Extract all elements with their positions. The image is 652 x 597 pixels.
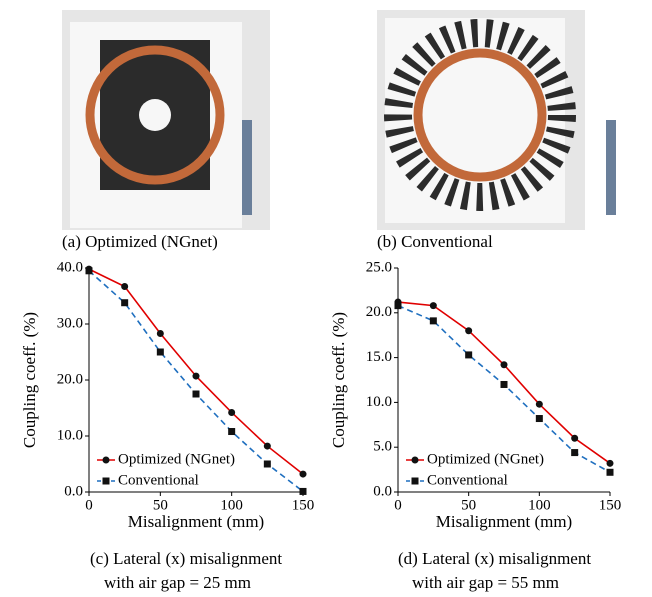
point	[228, 409, 235, 416]
legend-label: Conventional	[427, 472, 508, 488]
point	[103, 457, 110, 464]
point	[121, 299, 128, 306]
y-tick-label: 15.0	[366, 349, 392, 365]
x-axis-label: Misalignment (mm)	[436, 512, 572, 531]
chart-caption: (c) Lateral (x) misalignment	[90, 549, 282, 568]
legend-label: Optimized (NGnet)	[427, 451, 544, 467]
chart-caption: with air gap = 55 mm	[412, 573, 559, 592]
x-tick-label: 0	[394, 497, 402, 513]
figure: (a) Optimized (NGnet) (b) Conventional (…	[0, 0, 652, 597]
y-axis-label: Coupling coeff. (%)	[329, 312, 348, 448]
point	[465, 351, 472, 358]
point	[501, 381, 508, 388]
x-axis-label: Misalignment (mm)	[128, 512, 264, 531]
point	[228, 428, 235, 435]
chart-caption: (d) Lateral (x) misalignment	[398, 549, 591, 568]
point	[121, 283, 128, 290]
legend-label: Optimized (NGnet)	[118, 451, 235, 467]
point	[465, 327, 472, 334]
y-tick-label: 0.0	[373, 483, 392, 499]
x-tick-label: 150	[292, 497, 315, 513]
point	[300, 471, 307, 478]
point	[157, 330, 164, 337]
point	[300, 488, 307, 495]
photo-caption: (b) Conventional	[377, 232, 493, 251]
photo-a	[62, 10, 270, 230]
y-tick-label: 10.0	[57, 427, 83, 443]
point	[395, 302, 402, 309]
series-line	[398, 306, 610, 473]
photo-caption: (a) Optimized (NGnet)	[62, 232, 218, 251]
point	[536, 401, 543, 408]
y-tick-label: 30.0	[57, 315, 83, 331]
x-tick-label: 150	[599, 497, 622, 513]
point	[607, 469, 614, 476]
point	[86, 267, 93, 274]
legend-label: Conventional	[118, 472, 199, 488]
point	[103, 478, 110, 485]
point	[536, 415, 543, 422]
point	[430, 317, 437, 324]
point	[264, 461, 271, 468]
point	[412, 457, 419, 464]
point	[607, 460, 614, 467]
y-tick-label: 25.0	[366, 259, 392, 275]
point	[157, 349, 164, 356]
point	[430, 302, 437, 309]
y-tick-label: 10.0	[366, 394, 392, 410]
point	[193, 373, 200, 380]
point	[501, 361, 508, 368]
y-tick-label: 20.0	[57, 371, 83, 387]
point	[193, 391, 200, 398]
y-tick-label: 40.0	[57, 259, 83, 275]
y-tick-label: 0.0	[64, 483, 83, 499]
point	[412, 478, 419, 485]
point	[571, 449, 578, 456]
y-axis-label: Coupling coeff. (%)	[20, 312, 39, 448]
x-tick-label: 0	[85, 497, 93, 513]
point	[264, 443, 271, 450]
y-tick-label: 20.0	[366, 304, 392, 320]
photo-b	[377, 10, 616, 230]
point	[571, 435, 578, 442]
chart-caption: with air gap = 25 mm	[104, 573, 251, 592]
y-tick-label: 5.0	[373, 439, 392, 455]
